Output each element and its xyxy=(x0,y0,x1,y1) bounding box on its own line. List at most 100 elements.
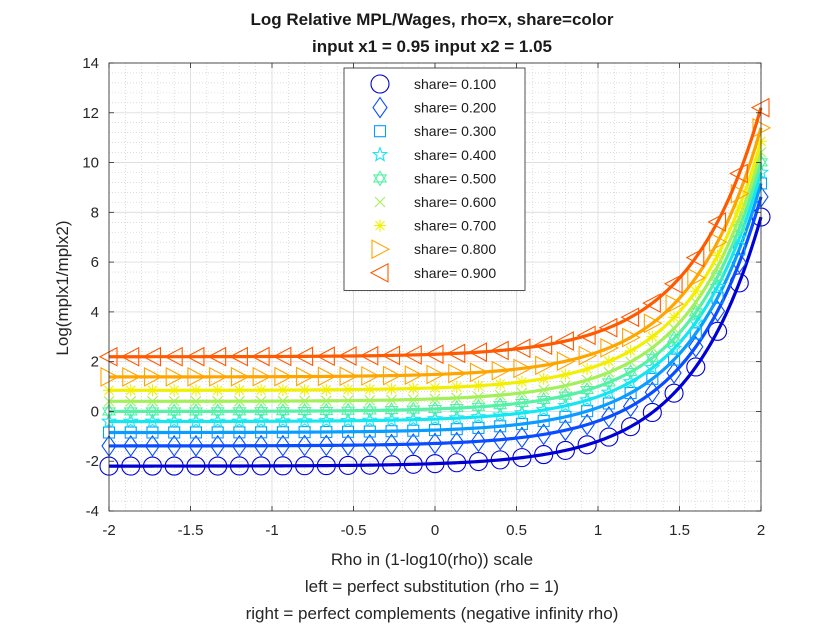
y-axis-label: Log(mplx1/mplx2) xyxy=(53,220,72,355)
legend-label: share= 0.400 xyxy=(414,147,496,163)
series-5-line xyxy=(109,161,763,414)
series-5-marker xyxy=(319,402,334,420)
legend-marker xyxy=(370,74,390,94)
series-8-marker xyxy=(708,232,728,253)
series-2-marker xyxy=(253,434,269,457)
series-2-marker xyxy=(579,413,595,436)
series-3-marker xyxy=(668,353,681,366)
series-2-marker xyxy=(275,434,291,457)
legend-label: share= 0.300 xyxy=(414,123,496,139)
series-9-marker xyxy=(620,307,640,328)
legend-marker xyxy=(371,239,391,260)
series-5 xyxy=(101,154,769,420)
series-2-marker xyxy=(296,434,313,457)
y-tick-label: 2 xyxy=(91,354,99,371)
legend-label: share= 0.900 xyxy=(414,265,496,281)
legend-marker xyxy=(372,170,388,187)
series-2 xyxy=(101,185,769,457)
legend-entry: share= 0.200 xyxy=(372,96,496,119)
series-5-marker xyxy=(406,401,421,418)
series-7-line xyxy=(109,140,763,392)
series-4-marker xyxy=(144,412,161,429)
series-3-marker xyxy=(689,327,702,340)
legend-entry: share= 0.700 xyxy=(374,218,496,234)
x-tick-label: -1 xyxy=(265,522,278,539)
series-2-marker xyxy=(535,423,552,446)
series-1-marker xyxy=(621,417,641,437)
series-4-marker xyxy=(274,412,291,429)
series-9-marker xyxy=(642,293,661,314)
y-tick-label: -2 xyxy=(86,453,99,470)
series-1-marker xyxy=(577,435,597,455)
series-8-marker xyxy=(622,327,641,348)
x-tick-label: -0.5 xyxy=(341,522,367,539)
legend-marker xyxy=(374,196,386,208)
y-tick-label: 8 xyxy=(91,204,99,221)
legend-entry: share= 0.600 xyxy=(374,194,496,210)
series-2-marker xyxy=(470,430,487,453)
series-4-marker xyxy=(426,410,444,426)
series-2-marker xyxy=(449,431,465,454)
series-5-marker xyxy=(275,403,290,420)
series-4-marker xyxy=(339,412,357,428)
series-5-marker xyxy=(188,403,203,420)
series-1-line xyxy=(108,216,763,468)
series-6-line xyxy=(109,151,763,403)
series-1 xyxy=(99,207,771,476)
legend-marker xyxy=(371,146,389,162)
series-8-marker xyxy=(752,117,772,138)
series-1-marker xyxy=(686,357,706,377)
y-tick-label: 4 xyxy=(91,304,99,321)
series-9-marker xyxy=(555,331,574,351)
series-3-marker xyxy=(624,387,637,400)
x-tick-label: 0.5 xyxy=(506,522,527,539)
series-3-marker xyxy=(646,372,659,385)
series-4-marker xyxy=(253,412,270,429)
series-2-marker xyxy=(362,433,378,456)
series-2-marker xyxy=(427,432,443,455)
legend-entry: share= 0.400 xyxy=(371,146,496,163)
x-axis-label-line-2: left = perfect substitution (rho = 1) xyxy=(305,577,559,596)
series-6 xyxy=(103,146,767,407)
series-4-marker xyxy=(405,411,422,427)
series-9-marker xyxy=(576,325,596,346)
series-2-marker xyxy=(166,434,182,457)
x-tick-label: -2 xyxy=(102,522,115,539)
series-4-marker xyxy=(318,412,335,428)
series-8-marker xyxy=(665,294,685,314)
series-4-marker xyxy=(209,412,226,429)
series-4-marker xyxy=(492,406,509,423)
series-8-marker xyxy=(100,367,120,387)
y-tick-label: 12 xyxy=(82,105,99,122)
legend-label: share= 0.700 xyxy=(414,218,496,234)
legend-marker xyxy=(373,125,387,138)
series-2-marker xyxy=(688,335,704,358)
x-tick-label: 1 xyxy=(594,522,602,539)
series-1-marker xyxy=(642,402,662,423)
series-8-marker xyxy=(556,351,576,372)
series-5-marker xyxy=(384,401,399,419)
series-4-marker xyxy=(231,412,248,429)
series-5-marker xyxy=(232,403,247,420)
series-4-marker xyxy=(122,412,139,429)
legend-entry: share= 0.900 xyxy=(369,262,496,283)
y-tick-label: 0 xyxy=(91,403,99,420)
series-5-marker xyxy=(123,403,138,420)
series-8-marker xyxy=(643,313,663,334)
y-tick-label: -4 xyxy=(86,503,99,520)
series-8-marker xyxy=(578,345,598,366)
series-3-marker xyxy=(602,397,615,410)
legend-marker xyxy=(369,262,389,283)
chart-title-line-2: input x1 = 0.95 input x2 = 1.05 xyxy=(312,37,552,56)
series-5-marker xyxy=(297,402,312,420)
legend-marker xyxy=(372,96,388,119)
series-2-marker xyxy=(231,434,248,457)
series-4 xyxy=(100,163,770,429)
series-2-marker xyxy=(144,434,161,457)
series-9-line xyxy=(109,107,763,359)
series-1-marker xyxy=(707,321,728,341)
series-8-line xyxy=(109,127,763,379)
x-tick-label: 2 xyxy=(757,522,765,539)
